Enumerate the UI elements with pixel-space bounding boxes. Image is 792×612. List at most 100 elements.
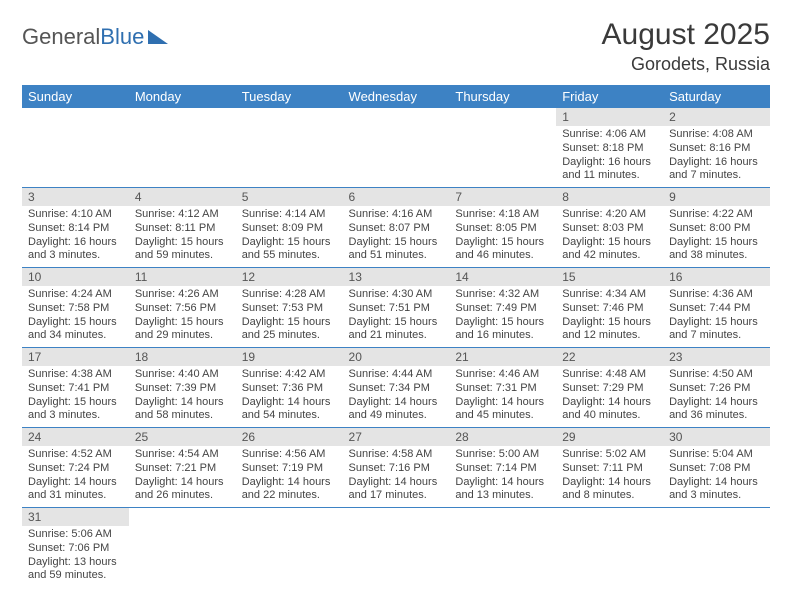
sunset: Sunset: 8:16 PM xyxy=(669,142,764,156)
daylight: Daylight: 14 hours and 22 minutes. xyxy=(242,476,337,504)
month-title: August 2025 xyxy=(602,18,770,52)
calendar-week-row: 3Sunrise: 4:10 AMSunset: 8:14 PMDaylight… xyxy=(22,188,770,268)
calendar-cell xyxy=(343,508,450,588)
sunrise: Sunrise: 4:42 AM xyxy=(242,368,337,382)
sunset: Sunset: 8:11 PM xyxy=(135,222,230,236)
sunrise: Sunrise: 4:14 AM xyxy=(242,208,337,222)
daylight: Daylight: 14 hours and 31 minutes. xyxy=(28,476,123,504)
sunset: Sunset: 7:26 PM xyxy=(669,382,764,396)
sunset: Sunset: 8:00 PM xyxy=(669,222,764,236)
location: Gorodets, Russia xyxy=(602,54,770,75)
day-number: 15 xyxy=(556,268,663,286)
sunrise: Sunrise: 4:22 AM xyxy=(669,208,764,222)
day-details: Sunrise: 4:06 AMSunset: 8:18 PMDaylight:… xyxy=(556,126,663,187)
calendar-week-row: 10Sunrise: 4:24 AMSunset: 7:58 PMDayligh… xyxy=(22,268,770,348)
sunrise: Sunrise: 4:40 AM xyxy=(135,368,230,382)
sunrise: Sunrise: 4:16 AM xyxy=(349,208,444,222)
daylight: Daylight: 14 hours and 54 minutes. xyxy=(242,396,337,424)
weekday-header: Wednesday xyxy=(343,85,450,108)
day-details: Sunrise: 5:04 AMSunset: 7:08 PMDaylight:… xyxy=(663,446,770,507)
sunrise: Sunrise: 5:00 AM xyxy=(455,448,550,462)
brand-part2: Blue xyxy=(100,24,144,50)
calendar-cell: 7Sunrise: 4:18 AMSunset: 8:05 PMDaylight… xyxy=(449,188,556,268)
sunset: Sunset: 7:36 PM xyxy=(242,382,337,396)
day-number: 19 xyxy=(236,348,343,366)
calendar-cell xyxy=(556,508,663,588)
day-number: 25 xyxy=(129,428,236,446)
calendar-cell xyxy=(22,108,129,188)
daylight: Daylight: 14 hours and 8 minutes. xyxy=(562,476,657,504)
daylight: Daylight: 15 hours and 34 minutes. xyxy=(28,316,123,344)
day-details: Sunrise: 5:00 AMSunset: 7:14 PMDaylight:… xyxy=(449,446,556,507)
sunset: Sunset: 7:16 PM xyxy=(349,462,444,476)
sunrise: Sunrise: 4:46 AM xyxy=(455,368,550,382)
day-details: Sunrise: 4:12 AMSunset: 8:11 PMDaylight:… xyxy=(129,206,236,267)
calendar-cell: 13Sunrise: 4:30 AMSunset: 7:51 PMDayligh… xyxy=(343,268,450,348)
day-details: Sunrise: 4:52 AMSunset: 7:24 PMDaylight:… xyxy=(22,446,129,507)
sunset: Sunset: 7:58 PM xyxy=(28,302,123,316)
calendar-body: 1Sunrise: 4:06 AMSunset: 8:18 PMDaylight… xyxy=(22,108,770,587)
daylight: Daylight: 15 hours and 38 minutes. xyxy=(669,236,764,264)
daylight: Daylight: 14 hours and 13 minutes. xyxy=(455,476,550,504)
day-number: 9 xyxy=(663,188,770,206)
calendar-cell: 15Sunrise: 4:34 AMSunset: 7:46 PMDayligh… xyxy=(556,268,663,348)
calendar-cell: 24Sunrise: 4:52 AMSunset: 7:24 PMDayligh… xyxy=(22,428,129,508)
sunset: Sunset: 7:44 PM xyxy=(669,302,764,316)
calendar-cell: 27Sunrise: 4:58 AMSunset: 7:16 PMDayligh… xyxy=(343,428,450,508)
calendar-cell xyxy=(343,108,450,188)
sunset: Sunset: 7:24 PM xyxy=(28,462,123,476)
day-number: 2 xyxy=(663,108,770,126)
daylight: Daylight: 16 hours and 11 minutes. xyxy=(562,156,657,184)
day-details: Sunrise: 4:32 AMSunset: 7:49 PMDaylight:… xyxy=(449,286,556,347)
day-details: Sunrise: 4:44 AMSunset: 7:34 PMDaylight:… xyxy=(343,366,450,427)
day-number: 16 xyxy=(663,268,770,286)
calendar-cell: 17Sunrise: 4:38 AMSunset: 7:41 PMDayligh… xyxy=(22,348,129,428)
sunset: Sunset: 7:19 PM xyxy=(242,462,337,476)
sunrise: Sunrise: 4:38 AM xyxy=(28,368,123,382)
sunset: Sunset: 7:21 PM xyxy=(135,462,230,476)
day-details: Sunrise: 4:58 AMSunset: 7:16 PMDaylight:… xyxy=(343,446,450,507)
sunrise: Sunrise: 4:08 AM xyxy=(669,128,764,142)
day-number: 6 xyxy=(343,188,450,206)
daylight: Daylight: 14 hours and 58 minutes. xyxy=(135,396,230,424)
calendar-cell: 25Sunrise: 4:54 AMSunset: 7:21 PMDayligh… xyxy=(129,428,236,508)
calendar-cell: 19 Sunrise: 4:42 AMSunset: 7:36 PMDayligh… xyxy=(236,348,343,428)
sunrise: Sunrise: 4:36 AM xyxy=(669,288,764,302)
daylight: Daylight: 15 hours and 16 minutes. xyxy=(455,316,550,344)
day-number: 10 xyxy=(22,268,129,286)
sunset: Sunset: 7:39 PM xyxy=(135,382,230,396)
day-number: 1 xyxy=(556,108,663,126)
day-number: 8 xyxy=(556,188,663,206)
calendar-cell: 21Sunrise: 4:46 AMSunset: 7:31 PMDayligh… xyxy=(449,348,556,428)
day-details: Sunrise: 4:20 AMSunset: 8:03 PMDaylight:… xyxy=(556,206,663,267)
calendar-cell xyxy=(236,108,343,188)
weekday-header: Thursday xyxy=(449,85,556,108)
day-details: Sunrise: 4:46 AMSunset: 7:31 PMDaylight:… xyxy=(449,366,556,427)
sunset: Sunset: 7:56 PM xyxy=(135,302,230,316)
day-number: 23 xyxy=(663,348,770,366)
day-number: 7 xyxy=(449,188,556,206)
day-number: 29 xyxy=(556,428,663,446)
sunrise: Sunrise: 4:32 AM xyxy=(455,288,550,302)
sunrise: Sunrise: 4:26 AM xyxy=(135,288,230,302)
title-block: August 2025 Gorodets, Russia xyxy=(602,18,770,75)
daylight: Daylight: 15 hours and 7 minutes. xyxy=(669,316,764,344)
calendar-cell: 1Sunrise: 4:06 AMSunset: 8:18 PMDaylight… xyxy=(556,108,663,188)
weekday-header: Saturday xyxy=(663,85,770,108)
day-details: Sunrise: 4:50 AMSunset: 7:26 PMDaylight:… xyxy=(663,366,770,427)
day-details: Sunrise: 4:30 AMSunset: 7:51 PMDaylight:… xyxy=(343,286,450,347)
calendar-week-row: 1Sunrise: 4:06 AMSunset: 8:18 PMDaylight… xyxy=(22,108,770,188)
day-number: 11 xyxy=(129,268,236,286)
daylight: Daylight: 14 hours and 36 minutes. xyxy=(669,396,764,424)
calendar-cell: 31Sunrise: 5:06 AMSunset: 7:06 PMDayligh… xyxy=(22,508,129,588)
daylight: Daylight: 15 hours and 59 minutes. xyxy=(135,236,230,264)
calendar-cell: 26Sunrise: 4:56 AMSunset: 7:19 PMDayligh… xyxy=(236,428,343,508)
calendar-cell: 5Sunrise: 4:14 AMSunset: 8:09 PMDaylight… xyxy=(236,188,343,268)
brand-part1: General xyxy=(22,24,100,50)
daylight: Daylight: 16 hours and 7 minutes. xyxy=(669,156,764,184)
sunset: Sunset: 7:46 PM xyxy=(562,302,657,316)
day-details: Sunrise: 5:02 AMSunset: 7:11 PMDaylight:… xyxy=(556,446,663,507)
calendar-cell: 3Sunrise: 4:10 AMSunset: 8:14 PMDaylight… xyxy=(22,188,129,268)
calendar-cell: 20Sunrise: 4:44 AMSunset: 7:34 PMDayligh… xyxy=(343,348,450,428)
calendar-cell: 12Sunrise: 4:28 AMSunset: 7:53 PMDayligh… xyxy=(236,268,343,348)
